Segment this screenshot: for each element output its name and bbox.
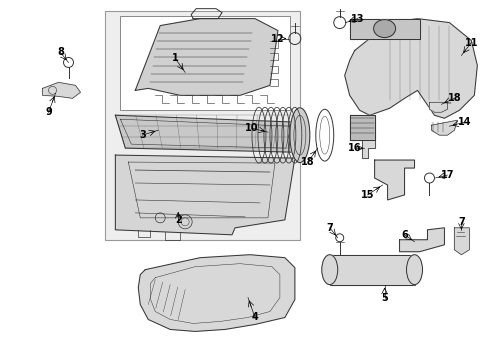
FancyBboxPatch shape (105, 11, 299, 240)
Text: 16: 16 (347, 143, 361, 153)
Polygon shape (349, 19, 419, 39)
Polygon shape (453, 228, 468, 255)
Ellipse shape (289, 108, 309, 163)
Text: 6: 6 (400, 230, 407, 240)
Polygon shape (374, 160, 414, 200)
Text: 13: 13 (350, 14, 364, 24)
Text: 7: 7 (325, 223, 332, 233)
Text: 1: 1 (171, 54, 178, 63)
Polygon shape (329, 255, 414, 285)
Polygon shape (349, 115, 374, 140)
Text: 18: 18 (447, 93, 460, 103)
Text: 10: 10 (244, 123, 258, 133)
Ellipse shape (321, 255, 337, 285)
Polygon shape (115, 155, 294, 235)
Polygon shape (138, 255, 294, 332)
Polygon shape (135, 19, 277, 95)
Text: 14: 14 (457, 117, 470, 127)
Ellipse shape (406, 255, 422, 285)
Polygon shape (344, 19, 476, 118)
Polygon shape (430, 120, 456, 135)
Text: 12: 12 (271, 33, 284, 44)
Text: 17: 17 (440, 170, 453, 180)
Text: 3: 3 (139, 130, 145, 140)
Text: 7: 7 (457, 217, 464, 227)
Text: 5: 5 (381, 293, 387, 302)
Text: 8: 8 (57, 48, 64, 58)
Polygon shape (42, 82, 81, 98)
Text: 2: 2 (174, 215, 181, 225)
Polygon shape (115, 115, 297, 152)
Polygon shape (399, 228, 444, 252)
FancyBboxPatch shape (120, 15, 289, 110)
Text: 4: 4 (251, 312, 258, 323)
Ellipse shape (373, 20, 395, 37)
Text: 11: 11 (464, 37, 477, 48)
Text: 15: 15 (360, 190, 374, 200)
Polygon shape (361, 140, 374, 158)
Polygon shape (428, 102, 447, 112)
Text: 18: 18 (301, 157, 314, 167)
Text: 9: 9 (45, 107, 52, 117)
